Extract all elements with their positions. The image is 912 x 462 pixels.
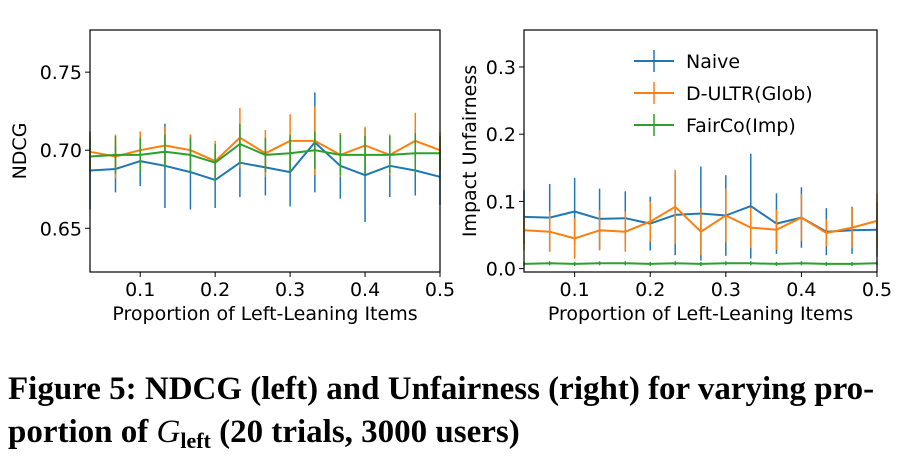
chart1-plot-frame (89, 29, 441, 273)
chart1-y-tick-label: 0.65 (40, 218, 82, 240)
chart1-x-tick-label: 0.1 (125, 279, 155, 301)
chart2-dultr-line (523, 205, 878, 240)
chart1-x-axis-label: Proportion of Left-Leaning Items (112, 303, 417, 325)
chart-ndcg: 0.1 0.2 0.3 0.4 0.5 0.65 0.70 0.75 Proportion of… (9, 29, 455, 325)
chart1-x-tick-label: 0.3 (275, 279, 305, 301)
caption-line-1: Figure 5: NDCG (left) and Unfairness (ri… (8, 371, 875, 407)
chart1-y-axis-label: NDCG (9, 123, 31, 180)
caption-line-2: portion of Gleft (20 trials, 3000 users) (8, 411, 904, 454)
chart2-x-tick-label: 0.5 (862, 279, 892, 301)
chart1-y-tick-label: 0.70 (40, 140, 82, 162)
caption-subscript: left (180, 428, 211, 453)
chart2-plot-frame (523, 29, 878, 273)
chart2-series-fairco (523, 261, 878, 266)
chart2-x-tick-label: 0.1 (560, 279, 590, 301)
chart2-y-tick-label: 0.3 (486, 57, 516, 79)
chart2-x-tick-label: 0.4 (786, 279, 816, 301)
legend-dultr-label: D-ULTR(Glob) (686, 83, 813, 105)
caption-symbol: G (156, 414, 181, 450)
chart2-fairco-line (523, 262, 878, 265)
chart1-x-tick-label: 0.4 (350, 279, 380, 301)
chart2-x-tick-label: 0.2 (635, 279, 665, 301)
caption-text-post: (20 trials, 3000 users) (210, 414, 520, 450)
legend-naive-label: Naive (686, 51, 740, 73)
chart2-x-axis-label: Proportion of Left-Leaning Items (548, 303, 853, 325)
chart1-x-tick-label: 0.5 (425, 279, 455, 301)
legend-fairco-label: FairCo(Imp) (686, 115, 796, 137)
chart1-fairco-line (89, 143, 440, 164)
chart1-y-tick-label: 0.75 (40, 62, 82, 84)
caption-text-pre: portion of (8, 414, 157, 450)
chart2-legend: Naive D-ULTR(Glob) FairCo(Imp) (634, 50, 813, 137)
chart2-y-axis-label: Impact Unfairness (459, 65, 481, 237)
chart2-x-tick-label: 0.3 (711, 279, 741, 301)
chart2-y-tick-label: 0.1 (486, 191, 516, 213)
figure-caption: Figure 5: NDCG (left) and Unfairness (ri… (8, 368, 904, 454)
chart1-x-tick-label: 0.2 (200, 279, 230, 301)
chart2-y-tick-label: 0.2 (486, 124, 516, 146)
charts-svg: 0.1 0.2 0.3 0.4 0.5 0.65 0.70 0.75 Proportion of… (9, 29, 892, 325)
chart2-y-tick-label: 0.0 (486, 259, 516, 281)
